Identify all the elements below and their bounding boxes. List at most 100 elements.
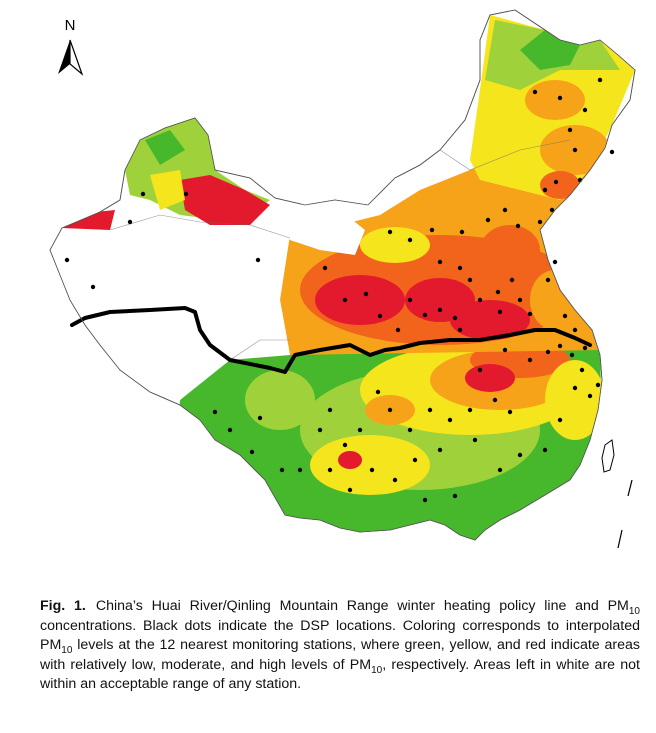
dsp-dot	[582, 345, 588, 351]
dsp-dot	[279, 467, 285, 473]
dsp-dot	[227, 427, 233, 433]
dsp-dot	[127, 219, 133, 225]
dsp-dot	[569, 352, 575, 358]
dsp-dot	[467, 277, 473, 283]
dsp-dot	[357, 427, 363, 433]
dsp-dot	[317, 427, 323, 433]
dsp-dot	[497, 309, 503, 315]
dsp-dot	[249, 449, 255, 455]
dsp-dot	[557, 417, 563, 423]
dsp-dot	[437, 447, 443, 453]
south-china-sea-lines	[617, 479, 633, 549]
dsp-dot	[407, 237, 413, 243]
dsp-dot	[297, 467, 303, 473]
north-arrow: N	[58, 17, 84, 76]
dsp-dot	[457, 265, 463, 271]
dsp-dot	[595, 382, 601, 388]
dsp-dot	[407, 427, 413, 433]
dsp-dot	[557, 343, 563, 349]
dsp-dot	[429, 227, 435, 233]
dsp-dot	[517, 452, 523, 458]
figure-caption: Fig. 1. China’s Huai River/Qinling Mounta…	[40, 597, 640, 695]
dsp-dot	[567, 127, 573, 133]
dsp-dot	[527, 311, 533, 317]
region-boundaries	[109, 139, 571, 361]
dsp-dot	[457, 327, 463, 333]
dsp-dot	[477, 297, 483, 303]
dsp-dot	[392, 477, 398, 483]
dsp-dot	[452, 315, 458, 321]
dsp-dot	[427, 407, 433, 413]
caption-sub-2: 10	[61, 644, 73, 656]
dsp-dot	[183, 191, 189, 197]
dsp-dot	[140, 191, 146, 197]
dsp-dot	[369, 467, 375, 473]
dsp-dot	[509, 277, 515, 283]
dsp-dot	[542, 447, 548, 453]
dsp-dot	[459, 229, 465, 235]
dsp-dot	[412, 457, 418, 463]
dsp-dot	[552, 259, 558, 265]
caption-text-4: , respectively. Areas left in white are …	[40, 656, 640, 693]
north-arrow-label: N	[65, 17, 76, 34]
dsp-dot	[327, 407, 333, 413]
caption-sub-3: 10	[371, 664, 383, 676]
dsp-dot	[497, 467, 503, 473]
dsp-dot	[407, 297, 413, 303]
dsp-dot	[64, 257, 70, 263]
dsp-dot	[467, 407, 473, 413]
dsp-dot	[437, 307, 443, 313]
figure-label: Fig. 1.	[40, 598, 86, 614]
dsp-dot	[609, 149, 615, 155]
dsp-dot	[545, 277, 551, 283]
dsp-dot	[572, 327, 578, 333]
dsp-dot	[495, 289, 501, 295]
dsp-dot	[377, 313, 383, 319]
dsp-dot	[327, 467, 333, 473]
dsp-dot	[532, 89, 538, 95]
dsp-dot	[549, 207, 555, 213]
dsp-dot	[90, 284, 96, 290]
dsp-dot	[542, 187, 548, 193]
dsp-dot	[572, 385, 578, 391]
dsp-dot	[375, 389, 381, 395]
dsp-dot	[492, 397, 498, 403]
dsp-dot	[477, 367, 483, 373]
dsp-dot	[347, 487, 353, 493]
dsp-dot	[387, 407, 393, 413]
dsp-dot	[447, 417, 453, 423]
dsp-dot	[342, 442, 348, 448]
caption-text-2: concentrations. Black dots indicate the …	[40, 617, 640, 654]
dsp-dot	[502, 207, 508, 213]
north-arrow-icon	[58, 40, 70, 74]
dsp-dot	[597, 77, 603, 83]
dsp-dot	[363, 291, 369, 297]
dsp-dot	[422, 497, 428, 503]
pm10-colored-regions	[55, 15, 635, 540]
huai-river-qinling-line	[70, 306, 592, 374]
dsp-dot	[257, 415, 263, 421]
dsp-dot	[322, 265, 328, 271]
dsp-dot	[582, 107, 588, 113]
dsp-dot	[502, 347, 508, 353]
dsp-dot	[472, 437, 478, 443]
caption-text-3: levels at the 12 nearest monitoring stat…	[40, 637, 640, 673]
dsp-dot	[212, 409, 218, 415]
dsp-dot	[342, 297, 348, 303]
dsp-dot	[255, 257, 261, 263]
china-outline-stroke	[49, 9, 636, 541]
dsp-dot	[437, 259, 443, 265]
dsp-dot	[587, 393, 593, 399]
dsp-dot	[452, 493, 458, 499]
dsp-dot	[545, 349, 551, 355]
caption-sub-1: 10	[628, 605, 640, 617]
caption-text-1: China’s Huai River/Qinling Mountain Rang…	[95, 598, 629, 614]
dsp-dot	[507, 409, 513, 415]
dsp-dot	[515, 223, 521, 229]
dsp-location-dots	[64, 77, 615, 503]
pm10-map-figure: N	[49, 9, 636, 549]
dsp-dot	[562, 313, 568, 319]
dsp-dot	[572, 147, 578, 153]
dsp-dot	[517, 297, 523, 303]
dsp-dot	[553, 179, 559, 185]
